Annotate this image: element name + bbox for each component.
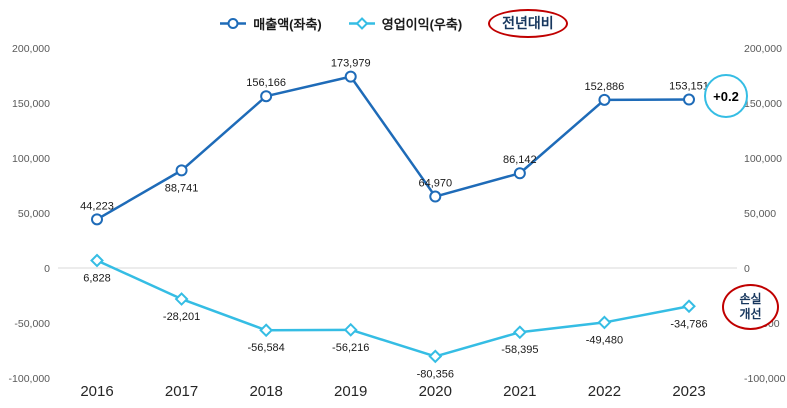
left-axis-tick-label: 150,000 [12,98,50,110]
right-axis-tick-label: -100,000 [744,373,786,385]
right-axis-tick-label: 50,000 [744,208,776,220]
x-axis-year-label: 2017 [165,383,198,400]
legend-label-profit: 영업이익(우축) [381,17,463,32]
right-axis-tick-label: 100,000 [744,153,782,165]
x-axis-year-label: 2021 [503,383,536,400]
data-label: -56,584 [247,342,284,354]
x-axis-year-label: 2016 [80,383,113,400]
chart-legend: 매출액(좌축) 영업이익(우축) 전년대비 [0,9,787,38]
x-axis-year-label: 2023 [672,383,705,400]
profit-point-marker [512,325,527,340]
profit-legend-marker-icon [348,17,375,30]
data-label: 156,166 [246,77,286,89]
yoy-callout-text: 전년대비 [502,15,554,31]
profit-point-marker [174,292,189,306]
revenue-line [95,75,691,221]
profit-line [95,259,691,358]
yoy-value-text: +0.2 [713,88,739,104]
loss-improvement-line2: 개선 [739,307,762,321]
profit-point-marker [682,299,696,314]
data-label: -58,395 [501,344,538,356]
right-axis-tick-label: 150,000 [744,98,782,110]
loss-improvement-line1: 손실 [739,292,762,306]
data-label: 64,970 [418,178,452,190]
profit-point-marker [90,253,104,268]
yoy-value-badge: +0.2 [704,74,748,118]
data-label: -56,216 [332,342,369,354]
left-axis-tick-label: 200,000 [12,43,50,55]
data-label: 44,223 [80,200,114,212]
revenue-point-marker [683,93,695,106]
profit-point-marker [343,322,358,337]
data-label: -49,480 [586,334,623,346]
right-axis-tick-label: 0 [744,263,750,275]
legend-label-revenue: 매출액(좌축) [253,17,322,32]
profit-point-marker [428,349,443,364]
left-axis-tick-label: 50,000 [18,208,50,220]
profit-point-marker [259,323,274,338]
revenue-point-marker [344,70,357,83]
revenue-legend-marker-icon [220,18,247,29]
legend-item-revenue: 매출액(좌축) [219,14,322,33]
data-label: 153,151 [669,81,709,93]
x-axis-year-label: 2019 [334,383,367,400]
revenue-point-marker [429,190,442,203]
profit-point-marker [597,315,612,330]
left-axis-tick-label: 0 [44,263,50,275]
data-label: 86,142 [503,154,537,166]
revenue-point-marker [175,164,188,177]
data-label: 173,979 [331,58,371,70]
yoy-callout-label: 전년대비 [488,9,568,38]
left-axis-tick-label: 100,000 [12,153,50,165]
x-axis-year-label: 2020 [419,383,452,400]
left-axis-tick-label: -50,000 [14,318,50,330]
x-axis-year-label: 2018 [249,383,282,400]
revenue-point-marker [260,90,273,103]
revenue-point-marker [91,213,103,226]
revenue-point-marker [598,93,611,106]
x-axis-year-label: 2022 [588,383,621,400]
data-label: -28,201 [163,311,200,323]
data-label: -80,356 [417,368,454,380]
revenue-point-marker [513,167,526,180]
data-label: 152,886 [585,81,625,93]
data-label: 6,828 [83,272,111,284]
data-label: 88,741 [165,182,199,194]
left-axis-tick-label: -100,000 [9,373,51,385]
loss-improvement-badge: 손실 개선 [722,284,779,330]
right-axis-tick-label: 200,000 [744,43,782,55]
data-label: -34,786 [670,318,707,330]
legend-item-profit: 영업이익(우축) [348,14,462,33]
